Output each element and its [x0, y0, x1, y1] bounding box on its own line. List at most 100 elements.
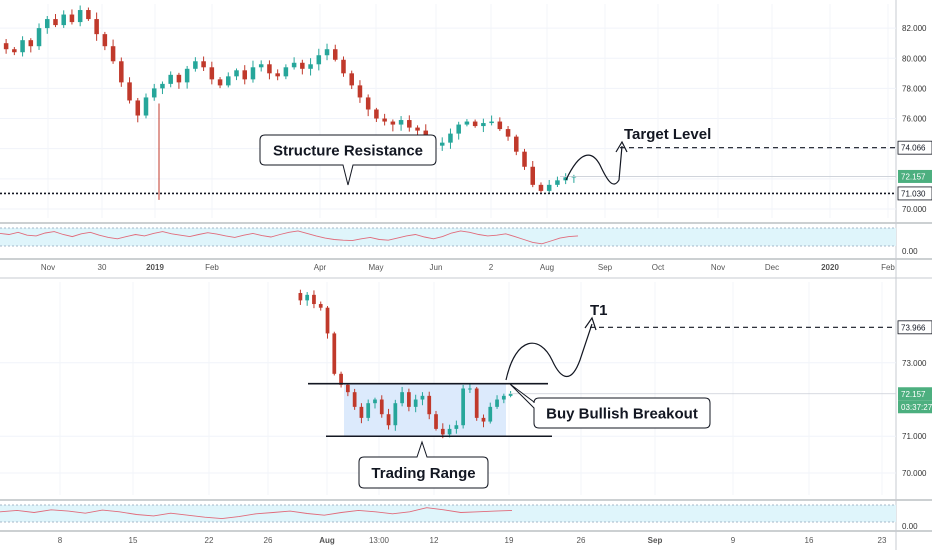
top-candle	[341, 56, 346, 77]
top-candle	[448, 128, 453, 149]
top-candle	[102, 31, 108, 51]
bottom-body	[325, 307, 330, 334]
top-body	[415, 127, 420, 131]
top-candle	[168, 71, 173, 88]
top-body	[530, 166, 536, 185]
top-candle	[20, 36, 25, 57]
top-body	[324, 49, 330, 56]
top-body	[267, 64, 272, 74]
bottom-candle	[508, 391, 513, 398]
bottom-candle	[325, 306, 330, 339]
bottom-body	[413, 399, 418, 407]
top-y-tick: 70.000	[902, 205, 927, 214]
top-candle	[439, 137, 445, 151]
top-body	[497, 121, 503, 130]
bottom-body	[468, 388, 472, 390]
top-body	[563, 177, 568, 181]
bottom-body	[420, 395, 425, 400]
bottom-candle	[468, 383, 472, 394]
top-candle	[201, 56, 206, 71]
top-candle	[176, 72, 182, 89]
top-candle	[481, 118, 486, 133]
top-current-tag-bg	[898, 169, 932, 183]
top-body	[291, 62, 297, 68]
top-candle	[28, 38, 34, 53]
bottom-levels	[308, 326, 896, 438]
top-body	[234, 70, 239, 77]
top-body	[36, 28, 42, 47]
bottom-candle	[420, 392, 425, 406]
bottom-candle	[305, 292, 310, 306]
top-body	[382, 118, 387, 122]
bottom-body	[400, 392, 404, 404]
trading-range-box	[344, 383, 506, 437]
bottom-x-tick: 23	[878, 536, 887, 545]
top-body	[69, 14, 75, 23]
bottom-body	[339, 373, 343, 385]
top-candle	[135, 97, 141, 123]
bottom-candle	[393, 399, 398, 431]
top-x-tick: Feb	[881, 263, 895, 272]
top-body	[242, 70, 248, 80]
top-body	[28, 40, 34, 47]
top-candle	[316, 48, 322, 71]
top-target-tag: 74.066	[901, 144, 926, 153]
top-candle	[357, 80, 363, 103]
top-rsi-tick: 0.00	[902, 247, 918, 256]
top-body	[12, 49, 17, 53]
bottom-price-tags: 73.966 72.157 03:37:27	[897, 320, 932, 414]
top-candle	[546, 179, 552, 193]
bottom-y-tick: 73.000	[902, 359, 927, 368]
top-x-tick: Feb	[205, 263, 219, 272]
top-body	[176, 74, 182, 83]
top-body	[193, 61, 198, 69]
top-annotations: Structure Resistance Target Level	[259, 126, 711, 186]
breakout-callout-box: Buy Bullish Breakout	[509, 383, 711, 429]
top-candle	[291, 57, 297, 70]
bottom-x-tick: 26	[577, 536, 586, 545]
top-candle	[267, 60, 272, 80]
trading-range-callout-box: Trading Range	[358, 440, 489, 489]
top-candle	[53, 14, 58, 28]
bottom-annotations: T1 Buy Bullish Breakout Trading Range	[358, 302, 711, 489]
top-candle	[456, 121, 461, 140]
top-y-tick: 78.000	[902, 84, 927, 93]
breakout-callout: Buy Bullish Breakout	[546, 406, 698, 423]
target-level-label: Target Level	[624, 126, 711, 143]
bottom-body	[407, 392, 411, 407]
top-body	[514, 136, 519, 152]
bottom-candle	[495, 395, 499, 409]
bottom-candle	[379, 395, 384, 418]
bottom-y-tick: 70.000	[902, 469, 927, 478]
bottom-body	[454, 425, 459, 429]
top-price-tags: 74.066 72.157 71.030	[897, 140, 932, 201]
bottom-candle	[352, 388, 357, 410]
bottom-x-tick: 13:00	[369, 536, 390, 545]
top-body	[456, 124, 461, 134]
top-rsi-indicator	[0, 227, 896, 247]
structure-resistance-callout-box: Structure Resistance	[259, 134, 437, 186]
top-x-tick: Dec	[765, 263, 779, 272]
bottom-x-tick: 26	[264, 536, 273, 545]
top-candle	[193, 57, 198, 72]
top-body	[3, 43, 9, 50]
bottom-body	[447, 428, 452, 435]
bottom-countdown-tag-bg	[898, 400, 932, 414]
bottom-body	[359, 406, 364, 418]
top-candle	[374, 107, 379, 123]
top-x-tick: 2019	[146, 263, 164, 272]
top-body	[571, 176, 577, 178]
bottom-body	[379, 399, 384, 415]
bottom-x-tick: 22	[205, 536, 214, 545]
bottom-candle	[312, 290, 316, 309]
bottom-x-tick: 12	[430, 536, 439, 545]
top-candle	[308, 58, 313, 76]
bottom-body	[332, 333, 337, 374]
top-body	[374, 109, 379, 119]
top-body	[439, 142, 445, 146]
bottom-candle	[447, 424, 452, 438]
bottom-candle	[427, 391, 432, 420]
projection-arrow-head	[615, 140, 628, 153]
top-body	[86, 10, 91, 20]
top-body	[127, 82, 132, 101]
